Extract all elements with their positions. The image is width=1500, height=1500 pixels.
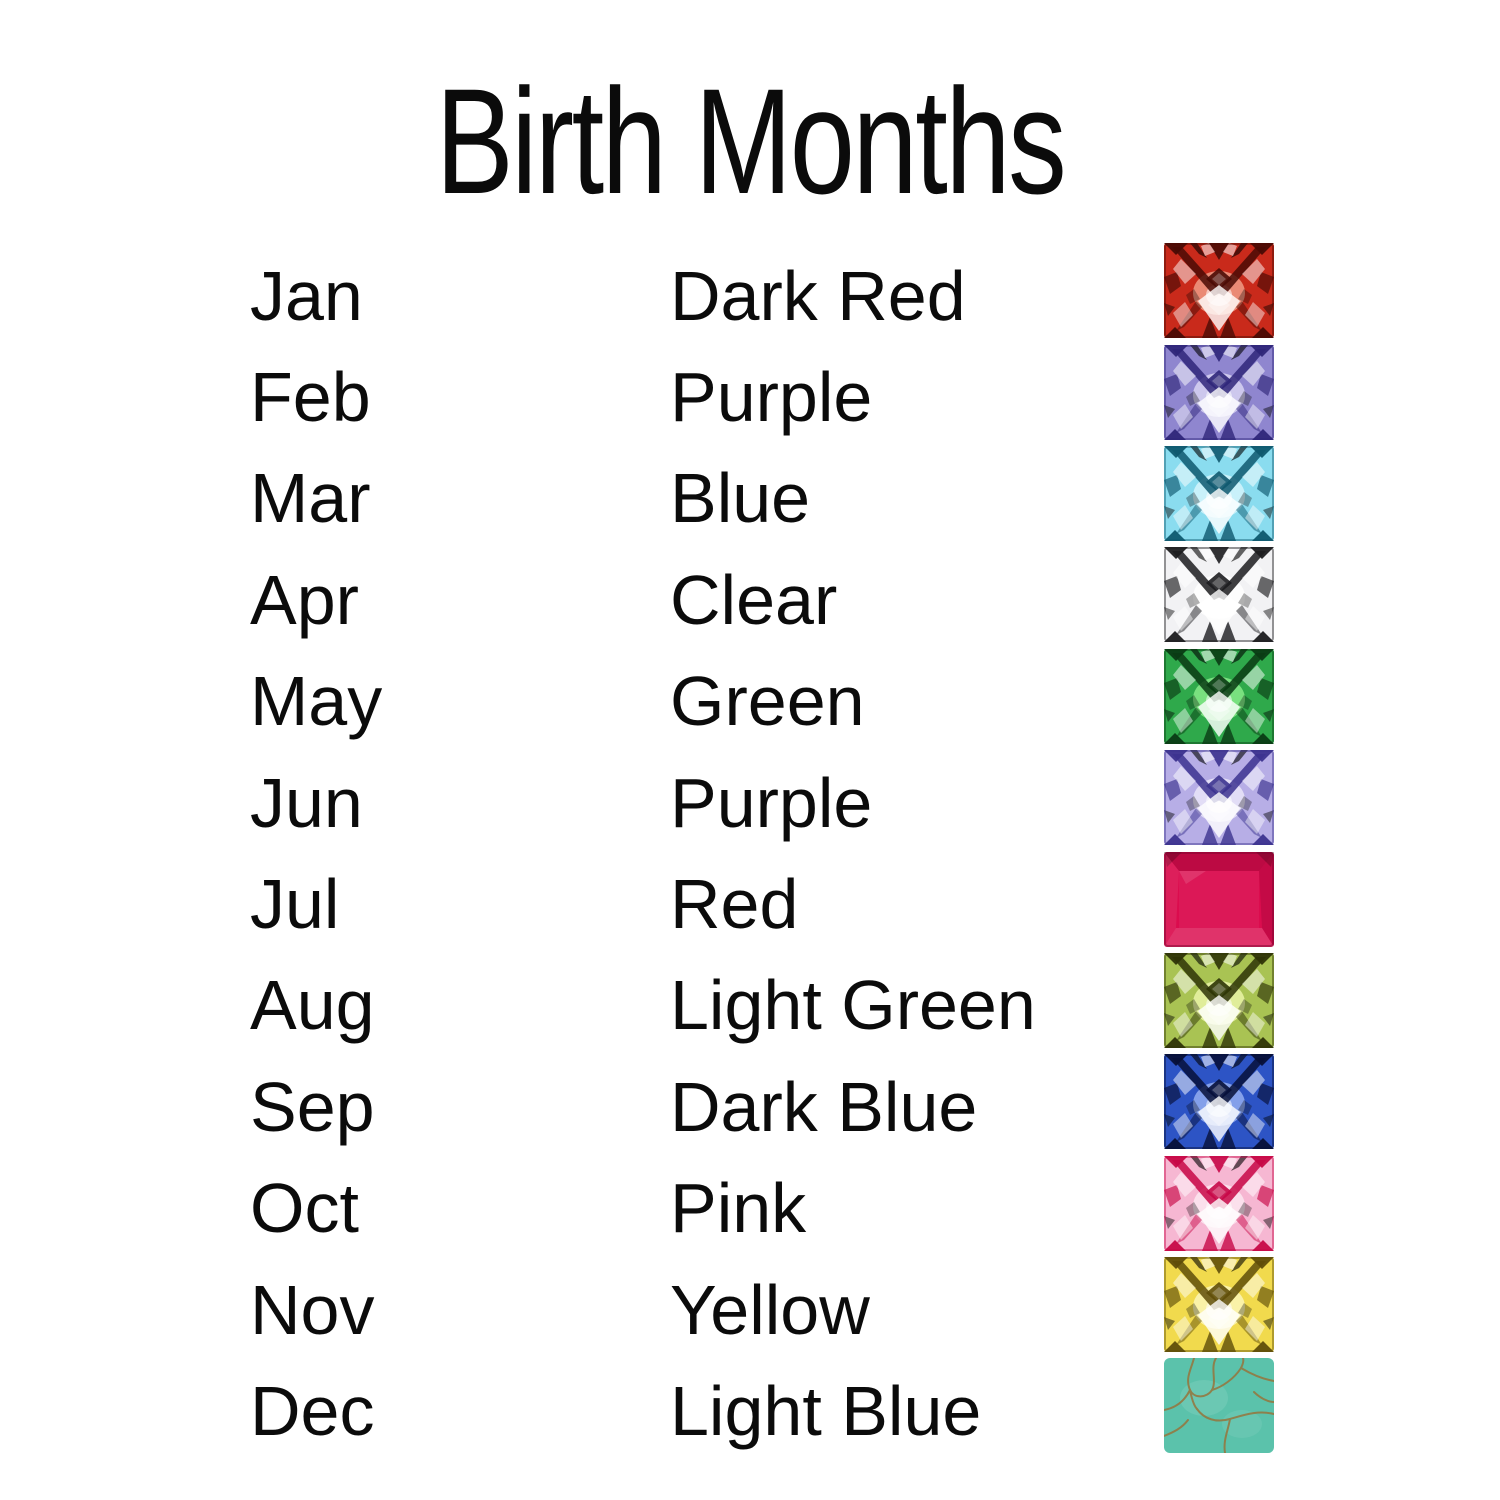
gem-nov	[1164, 1257, 1274, 1352]
color-name-label: Blue	[670, 459, 811, 538]
gem-svg	[1164, 750, 1274, 845]
table-row-nov: Nov Yellow	[0, 1254, 1500, 1355]
month-label: Jun	[250, 763, 363, 842]
color-name-label: Light Blue	[670, 1371, 982, 1450]
gem-svg	[1164, 1257, 1274, 1352]
color-name-label: Clear	[670, 560, 838, 639]
gem-svg	[1164, 345, 1274, 440]
month-label: Apr	[250, 560, 359, 639]
color-name-label: Pink	[670, 1169, 807, 1248]
gem-oct	[1164, 1156, 1274, 1251]
gem-sep	[1164, 1054, 1274, 1149]
month-label: Nov	[250, 1270, 375, 1349]
color-name-label: Dark Red	[670, 256, 966, 335]
color-name-label: Red	[670, 865, 799, 944]
table-row-jan: Jan Dark Red	[0, 240, 1500, 341]
month-label: Feb	[250, 358, 371, 437]
gem-apr	[1164, 547, 1274, 642]
gem-svg	[1164, 243, 1274, 338]
gem-svg	[1164, 547, 1274, 642]
table-row-feb: Feb Purple	[0, 341, 1500, 442]
month-label: May	[250, 662, 383, 741]
gem-feb	[1164, 345, 1274, 440]
table-row-mar: Mar Blue	[0, 443, 1500, 544]
gem-svg	[1164, 1054, 1274, 1149]
gem-mar	[1164, 446, 1274, 541]
color-name-label: Green	[670, 662, 865, 741]
table-row-apr: Apr Clear	[0, 544, 1500, 645]
table-row-oct: Oct Pink	[0, 1153, 1500, 1254]
table-row-may: May Green	[0, 646, 1500, 747]
gem-svg	[1164, 953, 1274, 1048]
month-label: Sep	[250, 1067, 375, 1146]
table-row-aug: Aug Light Green	[0, 950, 1500, 1051]
gem-svg	[1164, 1156, 1274, 1251]
month-label: Oct	[250, 1169, 359, 1248]
gem-jul	[1164, 852, 1274, 947]
color-name-label: Light Green	[670, 966, 1036, 1045]
table-row-jul: Jul Red	[0, 848, 1500, 949]
color-name-label: Dark Blue	[670, 1067, 978, 1146]
month-label: Mar	[250, 459, 371, 538]
gem-svg	[1164, 852, 1274, 947]
gem-svg	[1164, 1358, 1274, 1453]
gem-svg	[1164, 649, 1274, 744]
table-row-jun: Jun Purple	[0, 747, 1500, 848]
month-label: Jan	[250, 256, 363, 335]
color-name-label: Purple	[670, 763, 873, 842]
gem-dec	[1164, 1358, 1274, 1453]
gem-svg	[1164, 446, 1274, 541]
month-label: Aug	[250, 966, 375, 1045]
color-name-label: Yellow	[670, 1270, 870, 1349]
gem-jun	[1164, 750, 1274, 845]
month-label: Jul	[250, 865, 340, 944]
gem-may	[1164, 649, 1274, 744]
birthstone-table: Jan Dark Red Feb Purple Mar Blue Apr Cle…	[0, 240, 1500, 1457]
gem-aug	[1164, 953, 1274, 1048]
color-name-label: Purple	[670, 358, 873, 437]
gem-jan	[1164, 243, 1274, 338]
month-label: Dec	[250, 1371, 375, 1450]
page-title: Birth Months	[435, 57, 1067, 225]
table-row-dec: Dec Light Blue	[0, 1355, 1500, 1456]
table-row-sep: Sep Dark Blue	[0, 1051, 1500, 1152]
